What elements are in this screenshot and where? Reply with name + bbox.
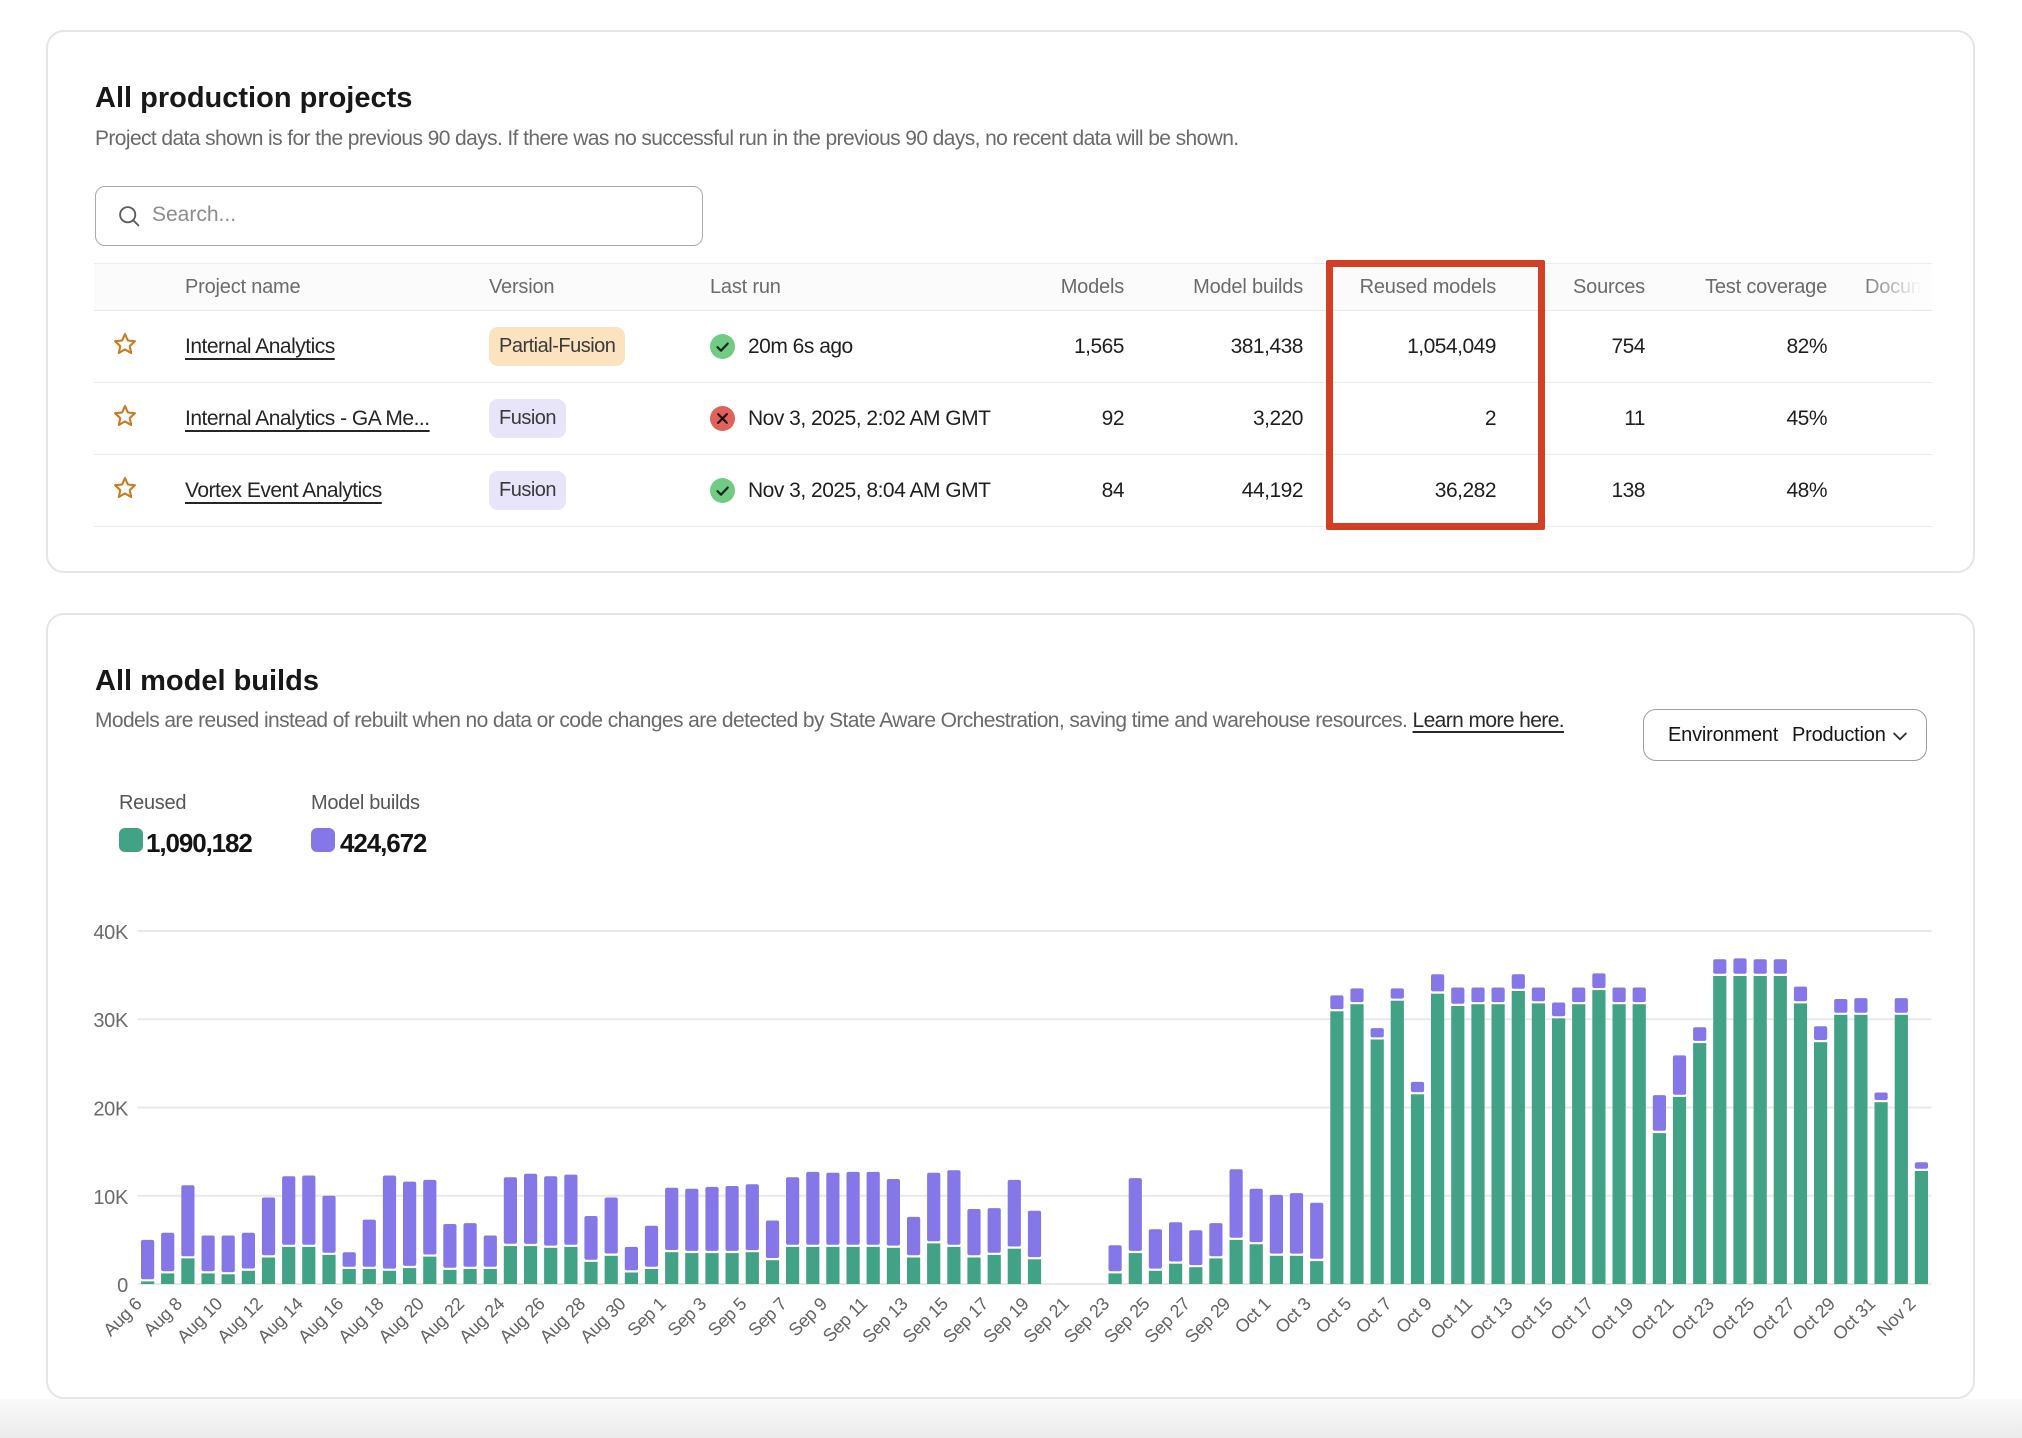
svg-text:Oct 3: Oct 3 (1271, 1293, 1315, 1337)
svg-text:Sep 29: Sep 29 (1181, 1293, 1234, 1346)
svg-text:Oct 11: Oct 11 (1427, 1293, 1477, 1343)
svg-text:Aug 30: Aug 30 (576, 1293, 629, 1346)
svg-text:Oct 25: Oct 25 (1708, 1293, 1759, 1344)
svg-text:Oct 17: Oct 17 (1547, 1293, 1598, 1344)
svg-text:Oct 13: Oct 13 (1466, 1293, 1517, 1344)
svg-text:Sep 7: Sep 7 (744, 1293, 791, 1340)
svg-text:Oct 1: Oct 1 (1231, 1293, 1275, 1337)
svg-text:0: 0 (117, 1275, 128, 1297)
svg-text:20K: 20K (93, 1099, 129, 1121)
svg-text:Oct 27: Oct 27 (1748, 1293, 1799, 1344)
svg-text:Oct 23: Oct 23 (1667, 1293, 1718, 1344)
svg-text:Oct 7: Oct 7 (1352, 1293, 1396, 1337)
svg-text:Oct 5: Oct 5 (1312, 1293, 1356, 1337)
svg-text:10K: 10K (93, 1187, 129, 1209)
svg-text:Oct 29: Oct 29 (1788, 1293, 1839, 1344)
svg-text:Oct 15: Oct 15 (1506, 1293, 1557, 1344)
svg-text:Oct 21: Oct 21 (1627, 1293, 1678, 1344)
svg-text:Oct 31: Oct 31 (1829, 1293, 1880, 1344)
svg-text:Nov 2: Nov 2 (1873, 1293, 1920, 1340)
svg-text:Sep 1: Sep 1 (623, 1293, 670, 1340)
svg-text:Sep 5: Sep 5 (704, 1293, 751, 1340)
svg-text:40K: 40K (93, 922, 129, 944)
svg-text:30K: 30K (93, 1010, 129, 1032)
svg-text:Aug 6: Aug 6 (99, 1293, 146, 1340)
svg-text:Oct 19: Oct 19 (1587, 1293, 1638, 1344)
svg-text:Sep 3: Sep 3 (664, 1293, 711, 1340)
